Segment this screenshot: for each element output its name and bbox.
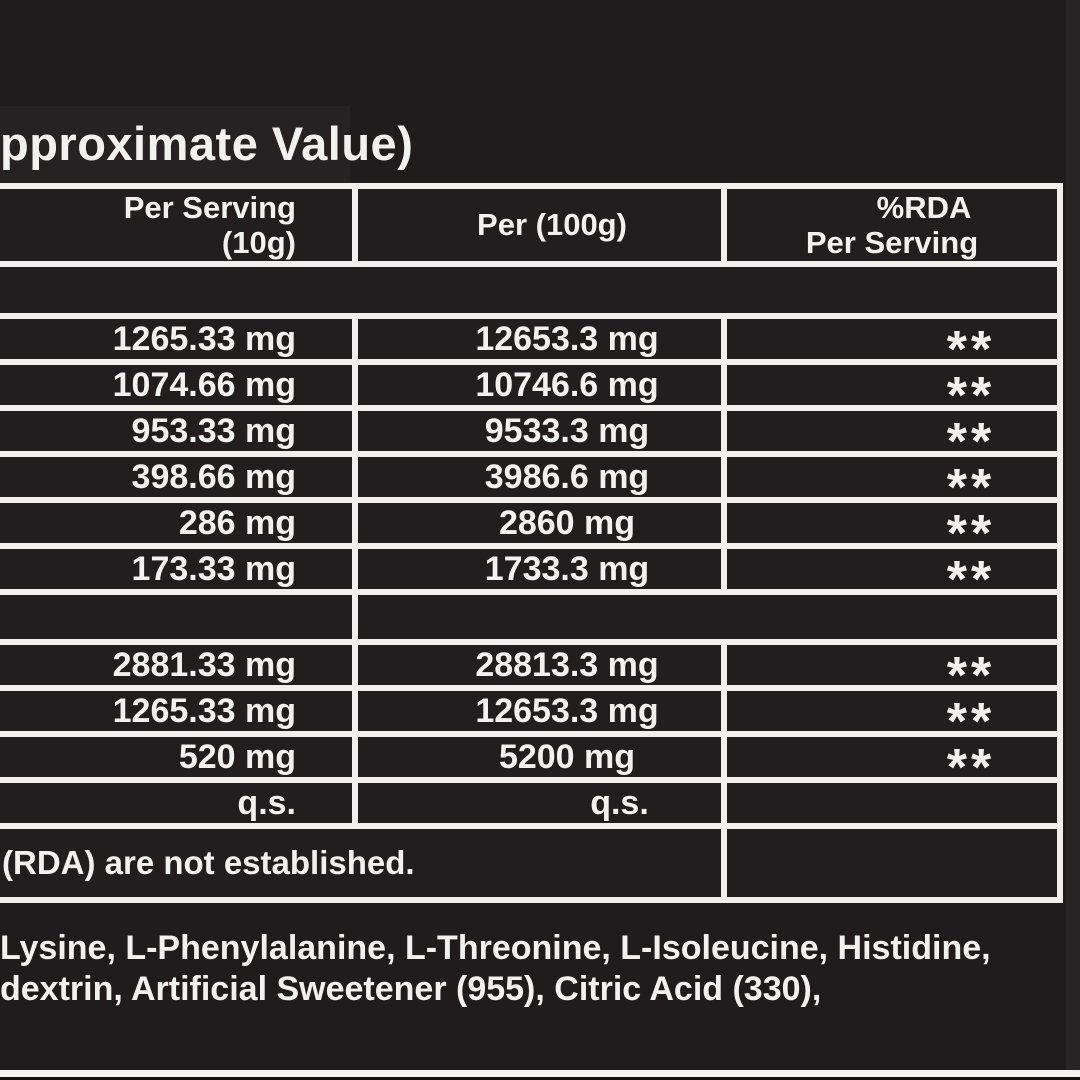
per-100g-value: q.s. (358, 783, 721, 823)
per-serving-value: 1074.66 mg (0, 365, 352, 405)
per-100g-value: 28813.3 mg (358, 645, 721, 685)
rda-value: ** (727, 503, 1057, 543)
per-100g-value: 2860 mg (358, 503, 721, 543)
per-100g-value: 10746.6 mg (358, 365, 721, 405)
per-serving-value: 2881.33 mg (0, 645, 352, 685)
per-100g-value: 3986.6 mg (358, 457, 721, 497)
per-100g-value: 9533.3 mg (358, 411, 721, 451)
rda-value: ** (727, 319, 1057, 359)
rda-footnote: (RDA) are not established. (0, 829, 721, 897)
header-rda-line1: %RDA (876, 189, 972, 225)
per-serving-value: 173.33 mg (0, 549, 352, 589)
rda-value: ** (727, 365, 1057, 405)
rda-value: ** (727, 549, 1057, 589)
per-100g-value: 12653.3 mg (358, 319, 721, 359)
separator-row-col1 (0, 595, 352, 639)
footnote-row-col3-empty (727, 829, 1057, 897)
rda-value: ** (727, 411, 1057, 451)
per-100g-value: 5200 mg (358, 737, 721, 777)
header-per-serving-line1: Per Serving (123, 189, 296, 225)
below-divider-strip (0, 1077, 1080, 1080)
nutrition-title-cropped: pproximate Value) (0, 117, 414, 170)
header-rda: %RDA Per Serving (727, 189, 1057, 261)
per-serving-value: 1265.33 mg (0, 319, 352, 359)
header-rda-line2: Per Serving (805, 225, 979, 260)
bottom-divider-line (0, 1070, 1080, 1077)
rda-value: ** (727, 691, 1057, 731)
header-per-serving-line2: (10g) (221, 225, 296, 260)
rda-value: ** (727, 457, 1057, 497)
title-background-patch (0, 106, 350, 184)
right-edge-band (1066, 0, 1080, 1080)
nutrition-facts-table: Per Serving (10g) Per (100g) %RDA Per Se… (0, 183, 1063, 903)
ingredients-text: Lysine, L-Phenylalanine, L-Threonine, L-… (0, 928, 1020, 1010)
header-per-100g: Per (100g) (358, 189, 721, 261)
per-serving-value: 398.66 mg (0, 457, 352, 497)
rda-value: ** (727, 645, 1057, 685)
per-serving-value: 520 mg (0, 737, 352, 777)
ingredients-line-1: Lysine, L-Phenylalanine, L-Threonine, L-… (0, 929, 991, 967)
header-per-serving: Per Serving (10g) (0, 189, 352, 261)
section-row-empty (0, 267, 1057, 313)
per-serving-value: q.s. (0, 783, 352, 823)
separator-row-merged (358, 595, 1057, 639)
per-100g-value: 12653.3 mg (358, 691, 721, 731)
per-serving-value: 286 mg (0, 503, 352, 543)
per-100g-value: 1733.3 mg (358, 549, 721, 589)
header-per-100g-label: Per (100g) (477, 207, 627, 243)
per-serving-value: 1265.33 mg (0, 691, 352, 731)
rda-value: ** (727, 737, 1057, 777)
rda-value-empty (727, 783, 1057, 823)
ingredients-line-2: dextrin, Artificial Sweetener (955), Cit… (0, 970, 822, 1008)
per-serving-value: 953.33 mg (0, 411, 352, 451)
